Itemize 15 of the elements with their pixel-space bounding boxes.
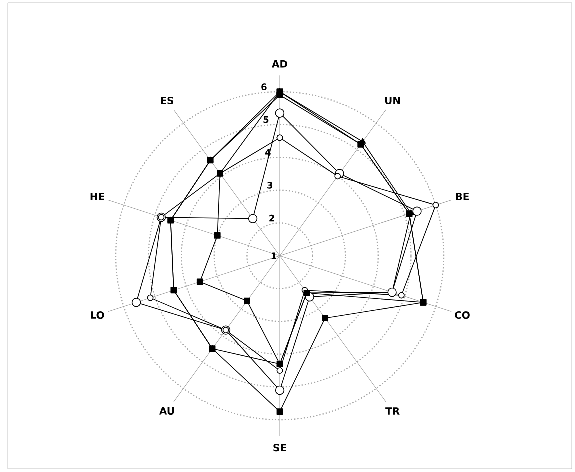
- spoke-label: UN: [385, 97, 400, 104]
- spoke-label: HE: [90, 193, 104, 200]
- y-tick-label: 2: [270, 214, 274, 222]
- y-tick-label: 6: [262, 84, 267, 90]
- spoke-label: AD: [272, 60, 288, 68]
- y-tick-label: 1: [272, 252, 277, 260]
- y-tick-label: 5: [264, 116, 269, 124]
- spoke-label: TR: [386, 408, 400, 415]
- spoke-label: LO: [91, 312, 104, 320]
- spoke-label: AU: [159, 408, 174, 415]
- spoke-label: BE: [456, 193, 469, 200]
- y-tick-label: 3: [268, 182, 273, 189]
- spoke-label: SE: [274, 444, 286, 452]
- spoke-label: ES: [161, 96, 174, 105]
- spoke-label: CO: [455, 312, 470, 320]
